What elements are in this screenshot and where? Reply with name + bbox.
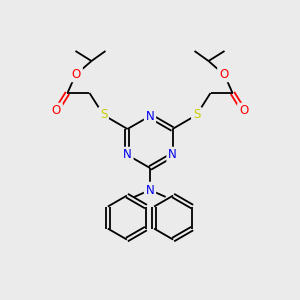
Text: O: O xyxy=(219,68,228,80)
Text: S: S xyxy=(100,109,107,122)
Text: S: S xyxy=(193,109,200,122)
Text: O: O xyxy=(52,104,61,118)
Text: O: O xyxy=(239,104,248,118)
Text: N: N xyxy=(168,148,177,161)
Text: N: N xyxy=(146,110,154,122)
Text: N: N xyxy=(146,184,154,196)
Text: O: O xyxy=(72,68,81,80)
Text: N: N xyxy=(123,148,132,161)
